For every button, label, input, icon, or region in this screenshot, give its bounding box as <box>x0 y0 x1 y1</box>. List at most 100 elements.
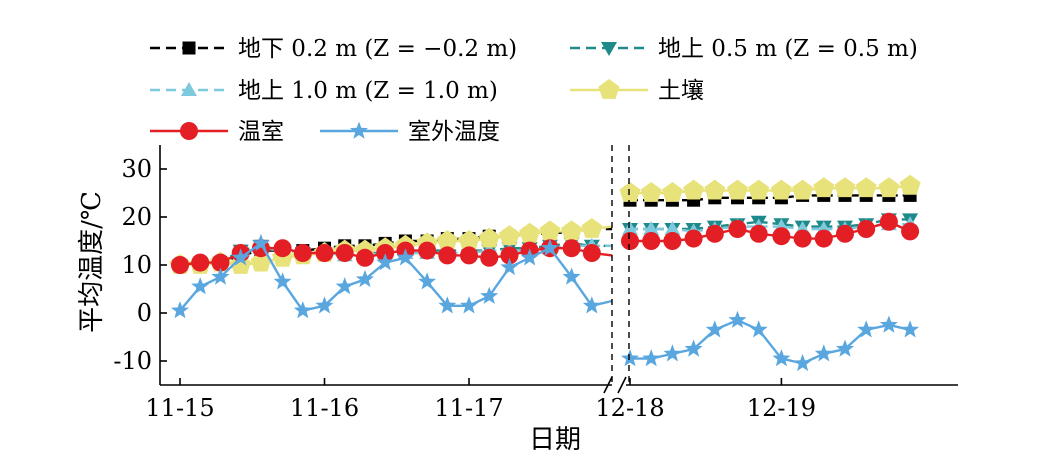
series-5-point <box>273 272 292 290</box>
series-2-point <box>643 221 660 235</box>
series-4-point <box>376 244 395 262</box>
series-5-point <box>418 272 437 290</box>
y-tick-label: 30 <box>121 155 152 183</box>
y-tick-label: -10 <box>113 347 152 375</box>
legend-item-0: 地下 0.2 m (Z = −0.2 m) <box>150 36 517 62</box>
series-5-point <box>355 269 374 288</box>
series-4-point <box>705 224 724 243</box>
series-5-point <box>171 301 189 319</box>
x-tick-label: 11-16 <box>290 394 359 422</box>
series-3-point <box>878 177 900 198</box>
series-4-point <box>621 232 639 250</box>
legend-item-2: 地上 1.0 m (Z = 1.0 m) <box>150 78 498 104</box>
y-tick-label: 10 <box>121 251 152 279</box>
series-5-point <box>500 257 519 276</box>
series-4-point <box>211 253 230 272</box>
axis-break-mark <box>617 376 627 394</box>
legend-item-3: 土壤 <box>570 78 704 104</box>
series-3-point <box>499 225 520 246</box>
series-4-point <box>438 246 457 265</box>
series-3-point <box>834 177 856 198</box>
series-5-point <box>857 320 876 338</box>
series-4-point <box>273 239 292 258</box>
series-2-point <box>622 221 638 235</box>
legend-marker <box>350 121 368 139</box>
series-4-point <box>500 246 519 265</box>
series-5-point <box>663 344 682 362</box>
series-3-point <box>704 179 726 200</box>
plot-area <box>169 174 921 372</box>
series-4-point <box>814 229 833 248</box>
series-5-point <box>749 320 768 338</box>
series-5-point <box>211 267 230 285</box>
series-4-point <box>480 248 499 267</box>
series-4-point <box>663 232 682 250</box>
series-5-point <box>335 277 354 295</box>
series-5 <box>171 233 920 372</box>
series-4-point <box>171 256 189 274</box>
series-5-point <box>684 339 703 357</box>
series-5-point <box>814 344 833 362</box>
legend-label: 室外温度 <box>408 119 500 145</box>
axes: 30 20 10 0 -10 11-15 11-16 11-17 12-18 12-19 <box>113 145 958 422</box>
legend-label: 土壤 <box>658 78 704 104</box>
series-3-point <box>640 182 662 202</box>
x-tick-label: 11-17 <box>434 394 503 422</box>
legend-label: 温室 <box>238 119 284 145</box>
series-4-point <box>642 232 661 250</box>
series-3-point <box>792 179 814 200</box>
series-5-point <box>728 310 747 328</box>
series-4-point <box>749 224 768 243</box>
legend-item-1: 地上 0.5 m (Z = 0.5 m) <box>570 36 918 62</box>
series-4-point <box>191 253 210 272</box>
legend-marker <box>180 122 198 140</box>
legend-marker <box>182 41 196 55</box>
x-tick-label: 11-15 <box>145 394 214 422</box>
series-5-point <box>315 296 334 314</box>
series-4-point <box>418 241 437 260</box>
series-1-line-0 <box>180 242 613 267</box>
series-3-point <box>727 179 748 200</box>
legend-label: 地上 0.5 m (Z = 0.5 m) <box>658 36 918 62</box>
legend-marker <box>598 79 620 99</box>
series-4-point <box>879 212 898 231</box>
y-tick-label: 20 <box>121 203 152 231</box>
series-4-point <box>460 246 478 265</box>
series-5-point <box>251 233 270 252</box>
series-3-point <box>581 218 603 238</box>
series-4-point <box>772 227 791 246</box>
series-3-point <box>478 227 500 248</box>
series-5-point <box>621 349 639 367</box>
series-2-point <box>664 221 681 235</box>
series-3-line-0 <box>180 225 613 267</box>
series-3-point <box>661 182 683 202</box>
series-5-point <box>191 277 210 295</box>
series-3-point <box>561 220 583 241</box>
series-3-point <box>855 177 877 198</box>
series-5-point <box>231 248 250 266</box>
series-3-point <box>436 230 458 250</box>
series-5-point <box>293 301 312 319</box>
x-tick-label: 12-18 <box>595 394 664 422</box>
series-4-point <box>793 229 812 248</box>
y-tick-label: 0 <box>137 299 152 327</box>
series-4-point <box>293 244 312 262</box>
series-3-point <box>683 179 704 200</box>
series-3-point <box>539 220 561 241</box>
legend-item-4: 温室 <box>150 119 284 145</box>
series-4-point <box>582 244 601 262</box>
series-3-point <box>619 182 641 202</box>
series-5-point <box>901 320 920 338</box>
series-4-point <box>684 229 703 248</box>
series-4-point <box>835 224 854 243</box>
series-4-point <box>728 220 747 238</box>
series-3-point <box>813 177 835 198</box>
series-5-point <box>376 253 395 271</box>
series-5-point <box>396 248 415 266</box>
series-4-point <box>355 248 374 267</box>
legend: 地下 0.2 m (Z = −0.2 m) 地上 0.5 m (Z = 0.5 m… <box>150 36 918 145</box>
series-3-point <box>770 179 792 200</box>
legend-marker <box>601 42 617 56</box>
series-3-point <box>519 222 541 243</box>
series-4-point <box>315 244 334 262</box>
